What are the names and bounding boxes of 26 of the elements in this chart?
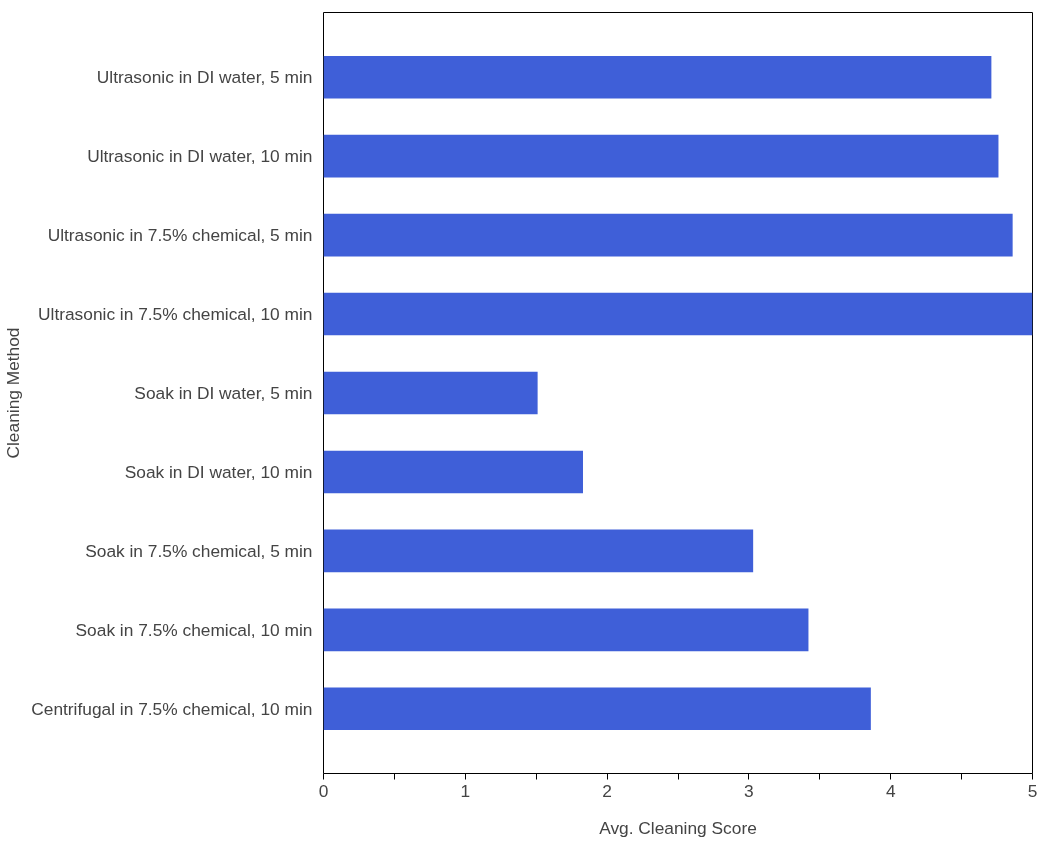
y-tick-label: Ultrasonic in DI water, 10 min bbox=[87, 146, 313, 167]
x-axis-title: Avg. Cleaning Score bbox=[599, 817, 757, 838]
y-tick-label: Soak in 7.5% chemical, 5 min bbox=[85, 540, 313, 561]
y-tick-label: Ultrasonic in 7.5% chemical, 10 min bbox=[38, 304, 313, 325]
y-tick-label: Soak in 7.5% chemical, 10 min bbox=[75, 619, 313, 640]
x-tick-label: 5 bbox=[1027, 780, 1038, 801]
bar bbox=[323, 55, 992, 99]
y-tick-label: Ultrasonic in DI water, 5 min bbox=[96, 67, 313, 88]
bar bbox=[323, 213, 1013, 257]
bar bbox=[323, 134, 999, 178]
y-axis-title: Cleaning Method bbox=[3, 327, 24, 459]
x-tick-label: 1 bbox=[460, 780, 471, 801]
bar bbox=[323, 371, 538, 415]
y-tick-label: Soak in DI water, 5 min bbox=[134, 383, 313, 403]
bar bbox=[323, 292, 1033, 336]
y-tick-label: Ultrasonic in 7.5% chemical, 5 min bbox=[47, 225, 313, 246]
x-tick-label: 3 bbox=[744, 780, 754, 801]
bar bbox=[323, 450, 583, 494]
x-tick-label: 0 bbox=[318, 780, 329, 801]
bar bbox=[323, 529, 754, 573]
x-tick-label: 2 bbox=[602, 780, 612, 801]
bar bbox=[323, 608, 809, 652]
y-tick-label: Centrifugal in 7.5% chemical, 10 min bbox=[31, 698, 313, 719]
bar bbox=[323, 687, 871, 731]
y-tick-label: Soak in DI water, 10 min bbox=[124, 461, 313, 482]
x-tick-label: 4 bbox=[885, 780, 896, 801]
